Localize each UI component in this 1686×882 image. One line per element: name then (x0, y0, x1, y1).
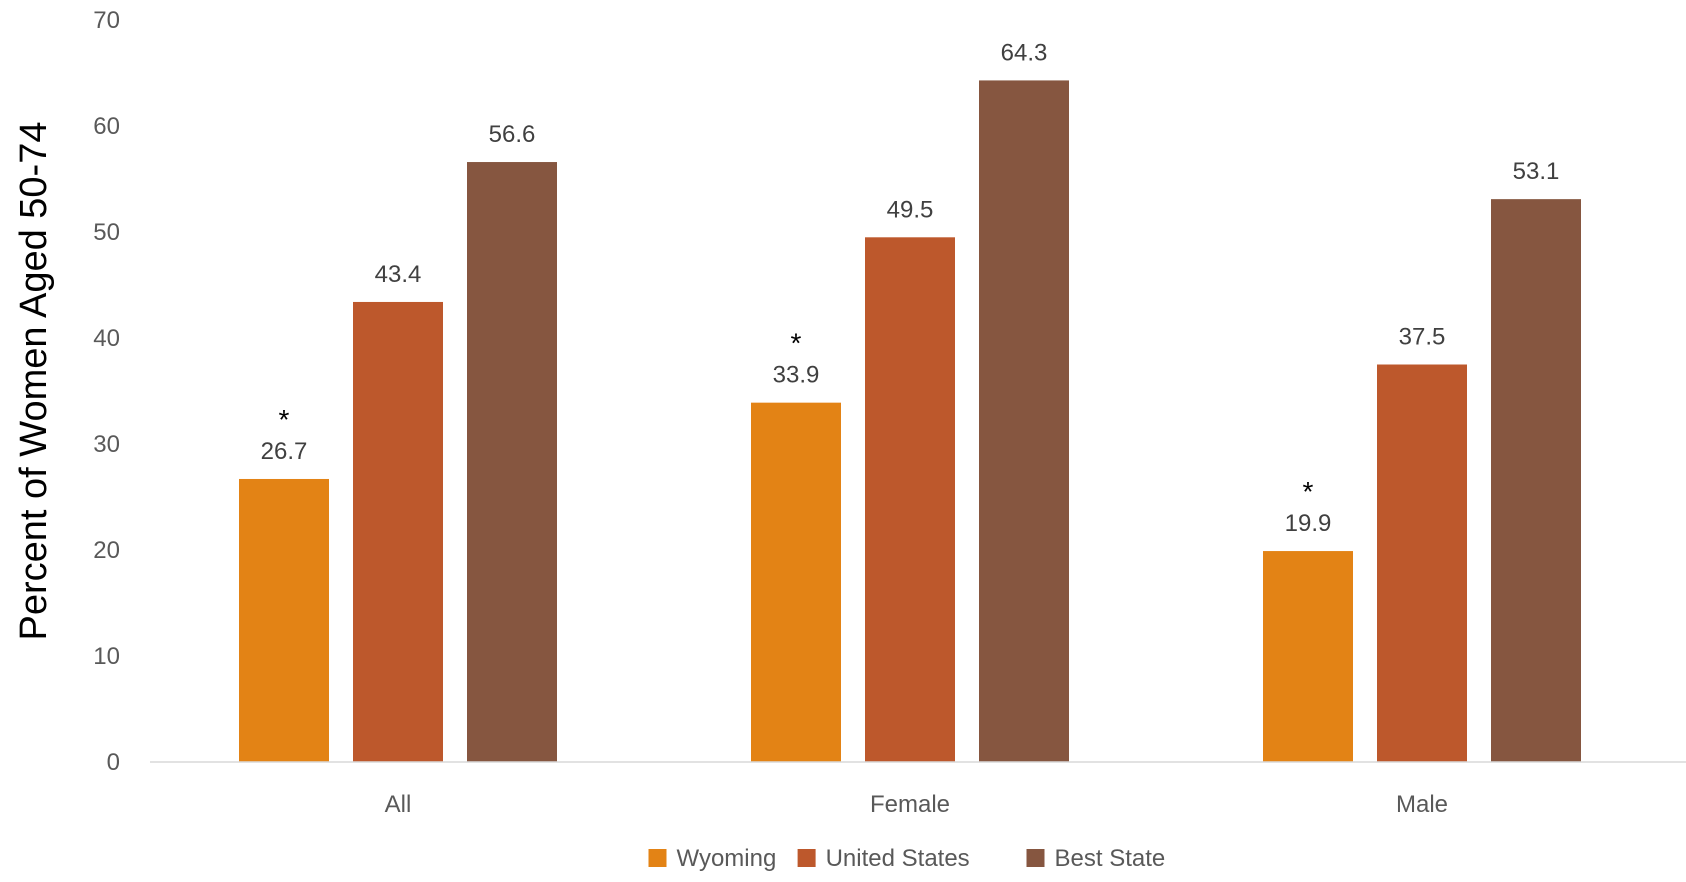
significance-marker: * (279, 404, 290, 435)
legend-item-best-state: Best State (1026, 845, 1166, 872)
legend-label: Best State (1055, 845, 1166, 872)
legend-swatch (648, 849, 667, 867)
legend-swatch (797, 849, 816, 867)
y-tick-label: 30 (93, 431, 120, 458)
bar-united-states-male (1377, 364, 1467, 762)
significance-marker: * (1303, 476, 1314, 507)
data-label: 19.9 (1285, 510, 1332, 537)
y-tick-label: 0 (107, 749, 120, 776)
y-tick-label: 40 (93, 325, 120, 352)
data-label: 56.6 (489, 121, 536, 148)
data-label: 64.3 (1001, 39, 1048, 66)
bars (239, 80, 1581, 763)
data-label: 33.9 (773, 362, 820, 389)
x-category-label: All (385, 791, 412, 818)
bar-united-states-female (865, 237, 955, 763)
bar-best-state-male (1491, 199, 1581, 762)
bar-best-state-female (979, 80, 1069, 763)
data-label: 53.1 (1513, 158, 1560, 185)
y-tick-label: 60 (93, 113, 120, 140)
legend-item-wyoming: Wyoming (648, 845, 777, 872)
data-label: 49.5 (887, 196, 934, 223)
bar-wyoming-all (239, 478, 329, 762)
data-labels: 26.7 * 43.4 56.6 33.9 * 49.5 64.3 19.9 * 37.5 53.1 (261, 39, 1560, 537)
data-label: 37.5 (1399, 324, 1446, 351)
legend-label: Wyoming (677, 845, 777, 872)
legend-item-united-states: United States (797, 845, 970, 872)
y-tick-label: 10 (93, 643, 120, 670)
y-axis: 0 10 20 30 40 50 60 70 (93, 7, 120, 776)
legend: Wyoming United States Best State (648, 845, 1166, 872)
x-category-label: Female (870, 791, 950, 818)
legend-swatch (1026, 849, 1045, 867)
y-tick-label: 70 (93, 7, 120, 34)
y-tick-label: 50 (93, 219, 120, 246)
data-label: 26.7 (261, 438, 308, 465)
bar-united-states-all (353, 301, 443, 762)
bar-wyoming-male (1263, 551, 1353, 762)
x-axis: All Female Male (385, 791, 1448, 818)
y-tick-label: 20 (93, 537, 120, 564)
data-label: 43.4 (375, 261, 422, 288)
significance-marker: * (791, 328, 802, 359)
y-axis-title: Percent of Women Aged 50-74 (13, 122, 55, 641)
x-category-label: Male (1396, 791, 1448, 818)
bar-best-state-all (467, 162, 557, 763)
bar-wyoming-female (751, 402, 841, 762)
legend-label: United States (826, 845, 970, 872)
